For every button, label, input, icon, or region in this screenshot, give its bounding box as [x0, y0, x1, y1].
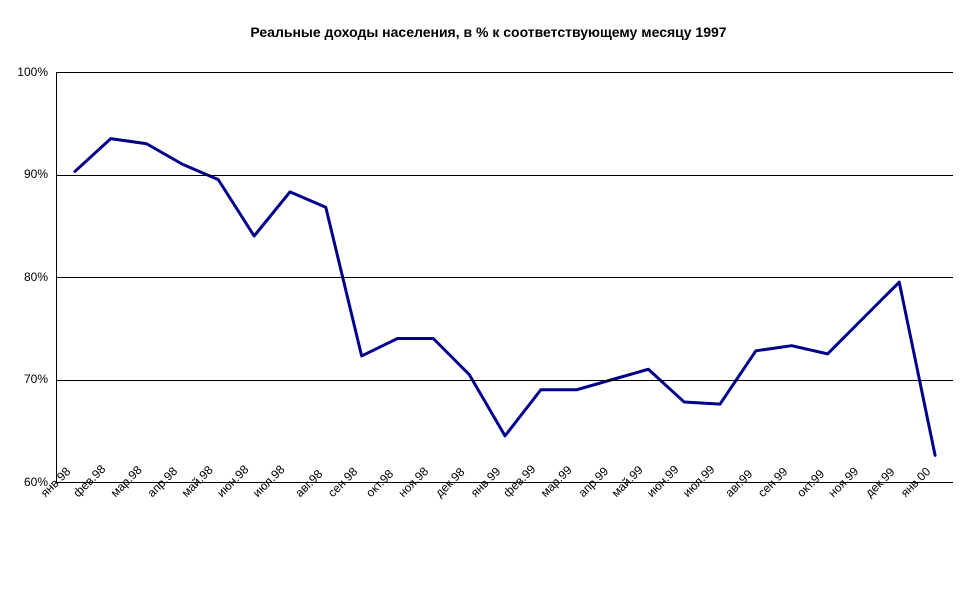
y-tick-label: 90% [0, 167, 48, 181]
chart-title: Реальные доходы населения, в % к соответ… [0, 24, 977, 40]
plot-area [56, 72, 953, 483]
y-tick-label: 70% [0, 372, 48, 386]
y-tick-label: 100% [0, 65, 48, 79]
data-line [75, 139, 935, 456]
y-tick-label: 80% [0, 270, 48, 284]
y-gridline [57, 380, 953, 381]
y-gridline [57, 175, 953, 176]
y-gridline [57, 72, 953, 73]
y-gridline [57, 277, 953, 278]
chart-root: { "chart": { "type": "line", "title": "Р… [0, 0, 977, 600]
